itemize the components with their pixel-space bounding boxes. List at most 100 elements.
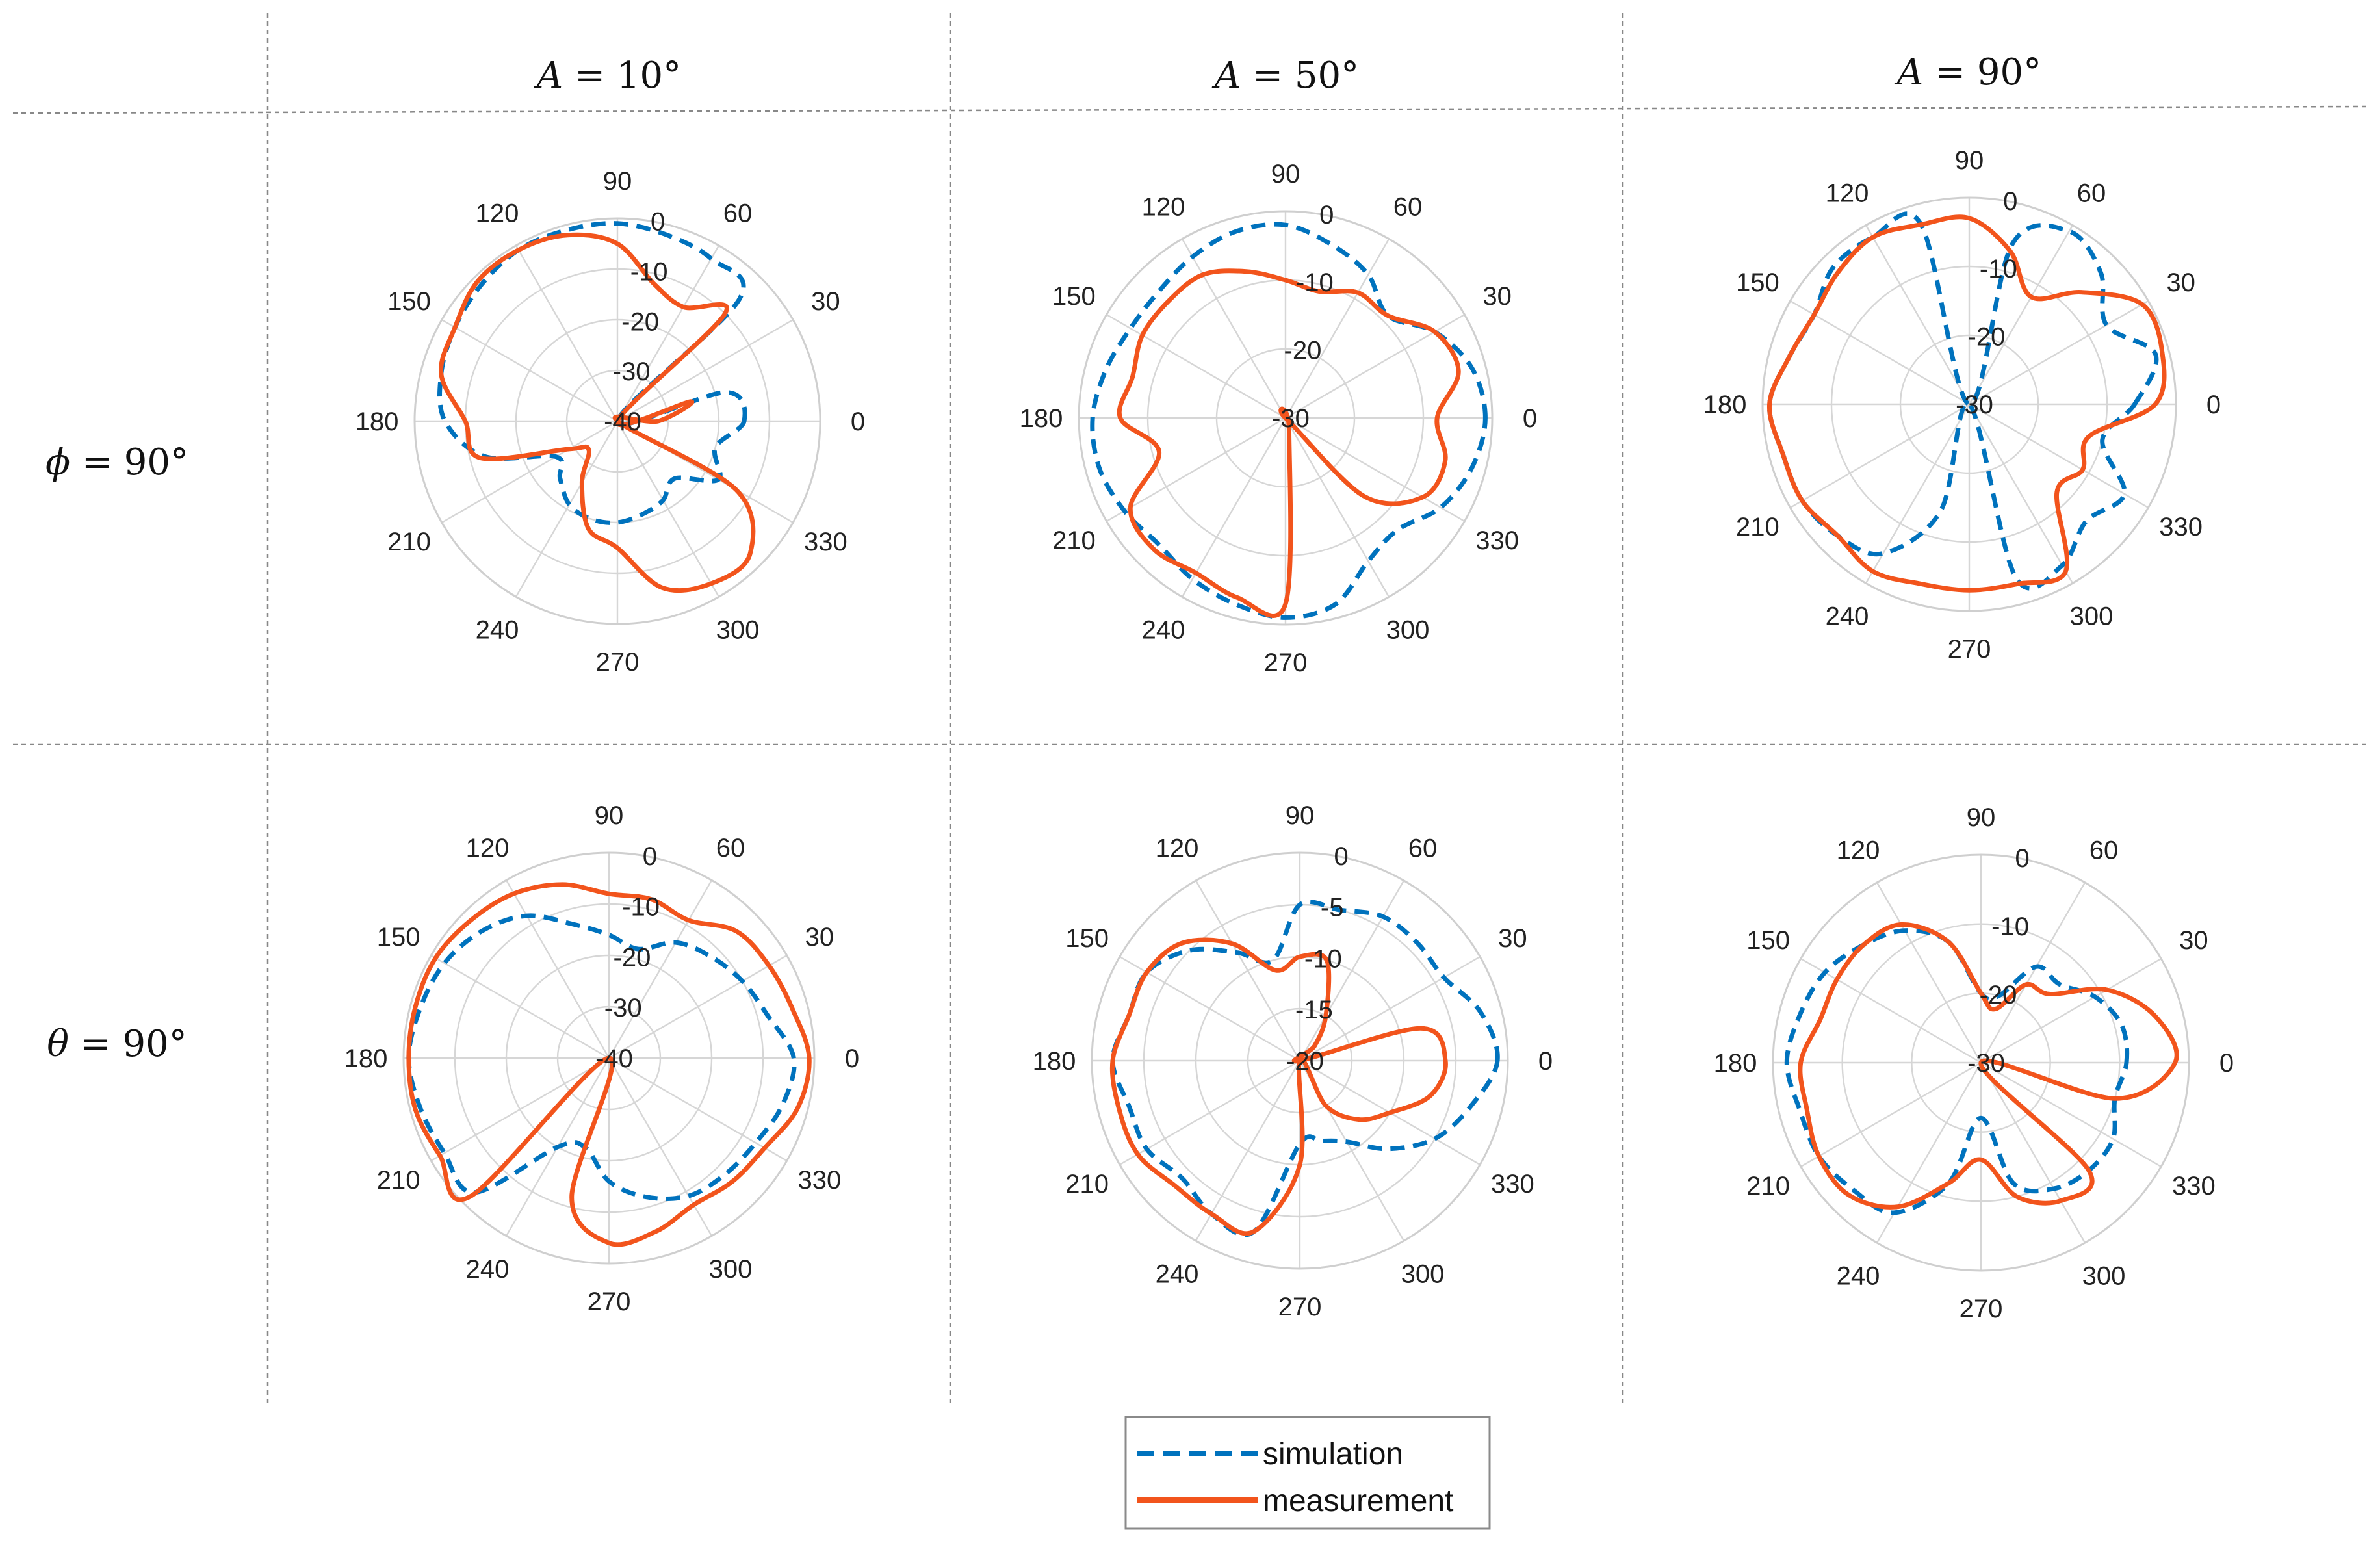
divider-horizontal-top	[12, 105, 2368, 114]
polar-spoke	[1800, 957, 1982, 1064]
angle-tick-label: 90	[603, 167, 632, 196]
radial-tick-label: -30	[1272, 404, 1310, 433]
polar-spoke	[1284, 417, 1390, 597]
angle-tick-label: 270	[588, 1288, 631, 1316]
angle-tick-label: 210	[1052, 526, 1096, 555]
polar-spoke	[1790, 300, 1970, 406]
angle-tick-label: 60	[2077, 179, 2106, 207]
polar-plot-phi90-A90: -30 -20 -10 0 0 30 60 90 120 150 180 210 240 270 300 33…	[1703, 146, 2221, 664]
polar-plot-theta90-A50: -20 -15 -10 -5 0 0 30 60 90 120 150 180 210 240 270 300…	[1033, 801, 1553, 1321]
radial-tick-label: 0	[2015, 844, 2029, 873]
angle-tick-label: 150	[1736, 268, 1779, 297]
column-header-A10: A = 10°	[534, 55, 681, 97]
polar-ring	[1761, 196, 2177, 612]
polar-ring	[1078, 210, 1494, 626]
polar-spoke	[1285, 313, 1465, 419]
polar-ring	[556, 1005, 662, 1111]
polar-ring	[1899, 334, 2039, 474]
angle-tick-label: 240	[476, 615, 519, 644]
angle-tick-label: 30	[811, 287, 840, 316]
angle-tick-label: 30	[2166, 268, 2195, 297]
angle-tick-label: 180	[1020, 404, 1063, 433]
angle-tick-label: 60	[716, 834, 745, 862]
table-grid	[12, 13, 2368, 1404]
angle-tick-label: 180	[1703, 391, 1747, 419]
polar-ring	[1841, 923, 2121, 1202]
column-header-A90: A = 90°	[1894, 51, 2041, 94]
polar-ring	[1091, 851, 1509, 1270]
angle-tick-label: 240	[466, 1255, 510, 1284]
radial-tick-label: 0	[2003, 187, 2017, 216]
polar-spoke	[1800, 1061, 1982, 1168]
angle-tick-label: 90	[595, 801, 624, 830]
simulation-trace	[1110, 899, 1500, 1237]
angle-tick-label: 150	[387, 287, 431, 316]
polar-spoke	[1876, 882, 1982, 1063]
polar-spoke	[1285, 417, 1465, 523]
column-header-A10-var: A	[534, 55, 563, 97]
angle-tick-label: 300	[2070, 602, 2114, 631]
radial-tick-label: -30	[1956, 391, 1993, 419]
angle-tick-label: 120	[476, 200, 519, 228]
angle-tick-label: 330	[1475, 526, 1519, 555]
column-header-A50-rest: = 50°	[1241, 55, 1359, 97]
angle-tick-label: 150	[1746, 926, 1790, 955]
column-header-A50-var: A	[1211, 55, 1241, 97]
angle-tick-label: 180	[356, 408, 399, 436]
polar-ring	[413, 217, 821, 625]
radial-tick-label: -40	[595, 1044, 633, 1073]
angle-tick-label: 30	[1482, 282, 1512, 311]
polar-ring	[454, 903, 764, 1213]
radial-tick-label: -20	[1284, 337, 1322, 365]
angle-tick-label: 240	[1156, 1260, 1199, 1288]
angle-tick-label: 30	[805, 923, 834, 952]
simulation-trace	[1784, 928, 2130, 1215]
angle-tick-label: 0	[2206, 391, 2221, 419]
polar-spoke	[1968, 225, 2074, 405]
angle-tick-label: 330	[1491, 1170, 1534, 1198]
radial-tick-label: -10	[630, 258, 668, 287]
polar-plot-theta90-A90: -30 -20 -10 0 0 30 60 90 120 150 180 210 240 270 300 33…	[1714, 803, 2234, 1323]
angle-tick-label: 0	[2219, 1049, 2234, 1078]
angle-tick-label: 210	[387, 528, 431, 556]
angle-tick-label: 240	[1826, 602, 1869, 631]
angle-tick-label: 270	[1264, 649, 1308, 677]
column-header-A90-var: A	[1894, 51, 1923, 94]
polar-spoke	[1968, 404, 2074, 584]
angle-tick-label: 120	[466, 834, 510, 862]
radial-tick-label: -20	[614, 943, 651, 972]
column-header-A50: A = 50°	[1211, 55, 1359, 97]
polar-spoke	[1980, 957, 2162, 1064]
angle-tick-label: 240	[1837, 1262, 1880, 1290]
angle-tick-label: 180	[344, 1044, 388, 1073]
angle-tick-label: 150	[1052, 282, 1096, 311]
angle-tick-label: 300	[709, 1255, 753, 1284]
radial-tick-label: -15	[1295, 996, 1333, 1024]
angle-tick-label: 90	[1271, 160, 1300, 188]
polar-spoke	[1969, 403, 2149, 509]
row-header-theta90: θ = 90°	[47, 1023, 187, 1065]
measurement-trace	[1798, 922, 2179, 1210]
row-header-theta90-var: θ	[47, 1023, 69, 1065]
angle-tick-label: 0	[1538, 1047, 1553, 1076]
angle-tick-label: 300	[716, 615, 760, 644]
radial-tick-label: -10	[1980, 255, 2017, 283]
angle-tick-label: 210	[377, 1166, 420, 1195]
legend: simulation measurement	[1124, 1416, 1491, 1530]
polar-ring	[402, 851, 816, 1265]
radial-tick-label: 0	[1334, 842, 1348, 871]
radial-tick-label: -5	[1321, 894, 1344, 922]
radial-tick-label: -20	[1286, 1047, 1324, 1076]
polar-spoke	[1181, 417, 1287, 597]
polar-ring	[1215, 348, 1356, 488]
angle-tick-label: 270	[1278, 1293, 1322, 1321]
angle-tick-label: 120	[1142, 192, 1185, 221]
polar-spoke	[1106, 417, 1286, 523]
polar-ring	[565, 369, 669, 473]
polar-ring	[1772, 853, 2190, 1272]
angle-tick-label: 30	[2179, 926, 2208, 955]
legend-measurement-label: measurement	[1263, 1484, 1453, 1518]
measurement-trace	[1117, 268, 1461, 618]
angle-tick-label: 120	[1156, 835, 1199, 863]
